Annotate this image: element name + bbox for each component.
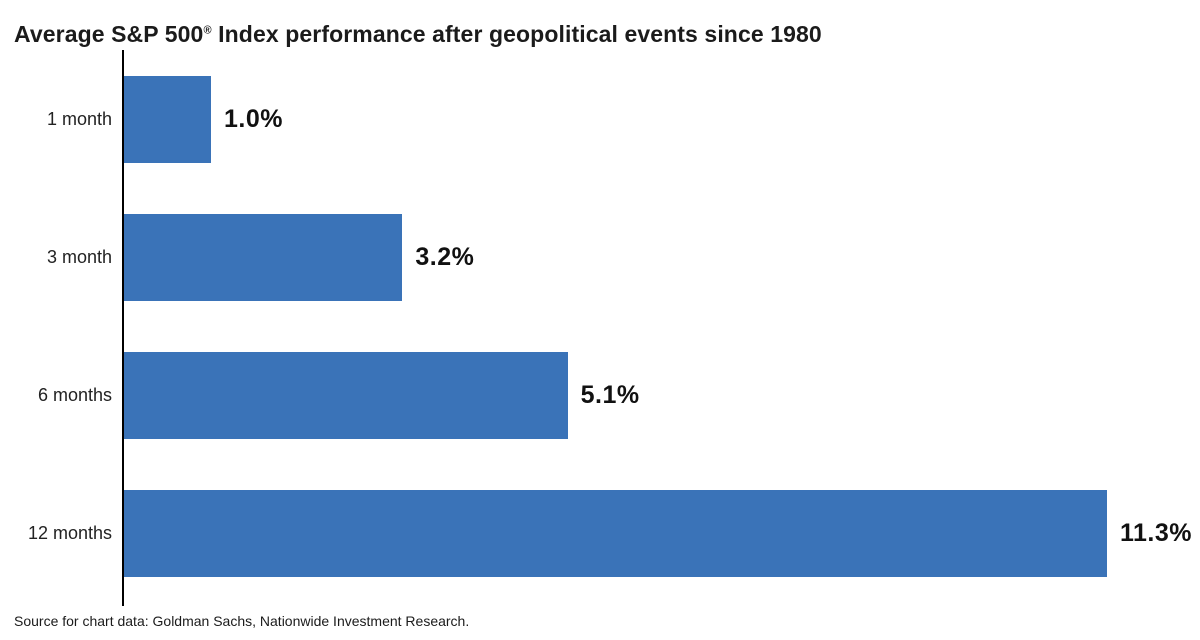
chart-title-main: Average S&P 500	[14, 21, 204, 48]
value-label: 11.3%	[1120, 518, 1193, 547]
value-label: 5.1%	[580, 380, 640, 409]
bar-3-month	[124, 213, 403, 301]
registered-trademark-symbol: ®	[203, 24, 212, 37]
bar-row: 5.1%	[124, 326, 1194, 464]
category-label: 3 month	[46, 246, 112, 267]
chart-title: Average S&P 500® Index performance after…	[14, 21, 822, 48]
bar-row: 3.2%	[124, 188, 1194, 326]
category-label: 6 months	[37, 384, 112, 405]
value-label: 3.2%	[415, 242, 475, 271]
chart-title-rest: Index performance after geopolitical eve…	[211, 21, 822, 48]
value-label: 1.0%	[223, 104, 283, 133]
bar-6-months	[124, 351, 568, 439]
source-note: Source for chart data: Goldman Sachs, Na…	[14, 613, 470, 629]
bar-row: 1.0%	[124, 50, 1194, 188]
bar-row: 11.3%	[124, 464, 1194, 602]
category-label: 1 month	[46, 108, 112, 129]
bar-1-month	[124, 75, 211, 163]
y-axis-line	[122, 50, 124, 606]
category-label: 12 months	[27, 522, 112, 543]
category-axis-labels: 1 month 3 month 6 months 12 months	[0, 50, 112, 602]
bar-12-months	[124, 489, 1107, 577]
plot-area: 1.0% 3.2% 5.1% 11.3%	[124, 50, 1194, 602]
